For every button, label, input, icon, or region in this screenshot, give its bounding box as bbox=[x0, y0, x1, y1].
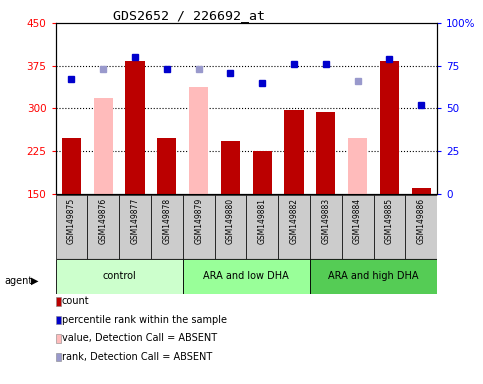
Bar bbox=[310, 195, 342, 259]
Text: control: control bbox=[102, 271, 136, 281]
Text: GSM149884: GSM149884 bbox=[353, 198, 362, 244]
Bar bbox=[348, 138, 367, 194]
Text: GSM149881: GSM149881 bbox=[258, 198, 267, 244]
Bar bbox=[87, 195, 119, 259]
Bar bbox=[316, 113, 335, 194]
Text: GSM149876: GSM149876 bbox=[99, 198, 108, 244]
Text: agent: agent bbox=[5, 276, 33, 286]
Text: count: count bbox=[62, 296, 89, 306]
Bar bbox=[183, 195, 214, 259]
Bar bbox=[342, 195, 373, 259]
Text: GSM149882: GSM149882 bbox=[289, 198, 298, 244]
Text: GSM149877: GSM149877 bbox=[130, 198, 140, 244]
Text: ARA and high DHA: ARA and high DHA bbox=[328, 271, 419, 281]
Text: GSM149875: GSM149875 bbox=[67, 198, 76, 244]
Bar bbox=[56, 259, 183, 294]
Bar bbox=[278, 195, 310, 259]
Text: GSM149883: GSM149883 bbox=[321, 198, 330, 244]
Text: ▶: ▶ bbox=[31, 276, 39, 286]
Bar bbox=[253, 151, 272, 194]
Bar bbox=[246, 195, 278, 259]
Bar bbox=[412, 188, 431, 194]
Text: GSM149885: GSM149885 bbox=[385, 198, 394, 244]
Text: GSM149879: GSM149879 bbox=[194, 198, 203, 244]
Bar bbox=[373, 195, 405, 259]
Text: GSM149880: GSM149880 bbox=[226, 198, 235, 244]
Bar bbox=[151, 195, 183, 259]
Bar bbox=[157, 138, 176, 194]
Text: GSM149878: GSM149878 bbox=[162, 198, 171, 244]
Bar bbox=[126, 61, 144, 194]
Bar bbox=[214, 195, 246, 259]
Title: GDS2652 / 226692_at: GDS2652 / 226692_at bbox=[113, 9, 265, 22]
Bar bbox=[310, 259, 437, 294]
Text: rank, Detection Call = ABSENT: rank, Detection Call = ABSENT bbox=[62, 352, 212, 362]
Bar bbox=[94, 98, 113, 194]
Bar bbox=[56, 195, 87, 259]
Text: percentile rank within the sample: percentile rank within the sample bbox=[62, 315, 227, 325]
Bar bbox=[62, 138, 81, 194]
Bar bbox=[405, 195, 437, 259]
Bar bbox=[119, 195, 151, 259]
Bar bbox=[221, 141, 240, 194]
Bar bbox=[284, 109, 303, 194]
Bar bbox=[380, 61, 399, 194]
Bar bbox=[183, 259, 310, 294]
Text: value, Detection Call = ABSENT: value, Detection Call = ABSENT bbox=[62, 333, 217, 343]
Text: ARA and low DHA: ARA and low DHA bbox=[203, 271, 289, 281]
Bar bbox=[189, 87, 208, 194]
Text: GSM149886: GSM149886 bbox=[417, 198, 426, 244]
